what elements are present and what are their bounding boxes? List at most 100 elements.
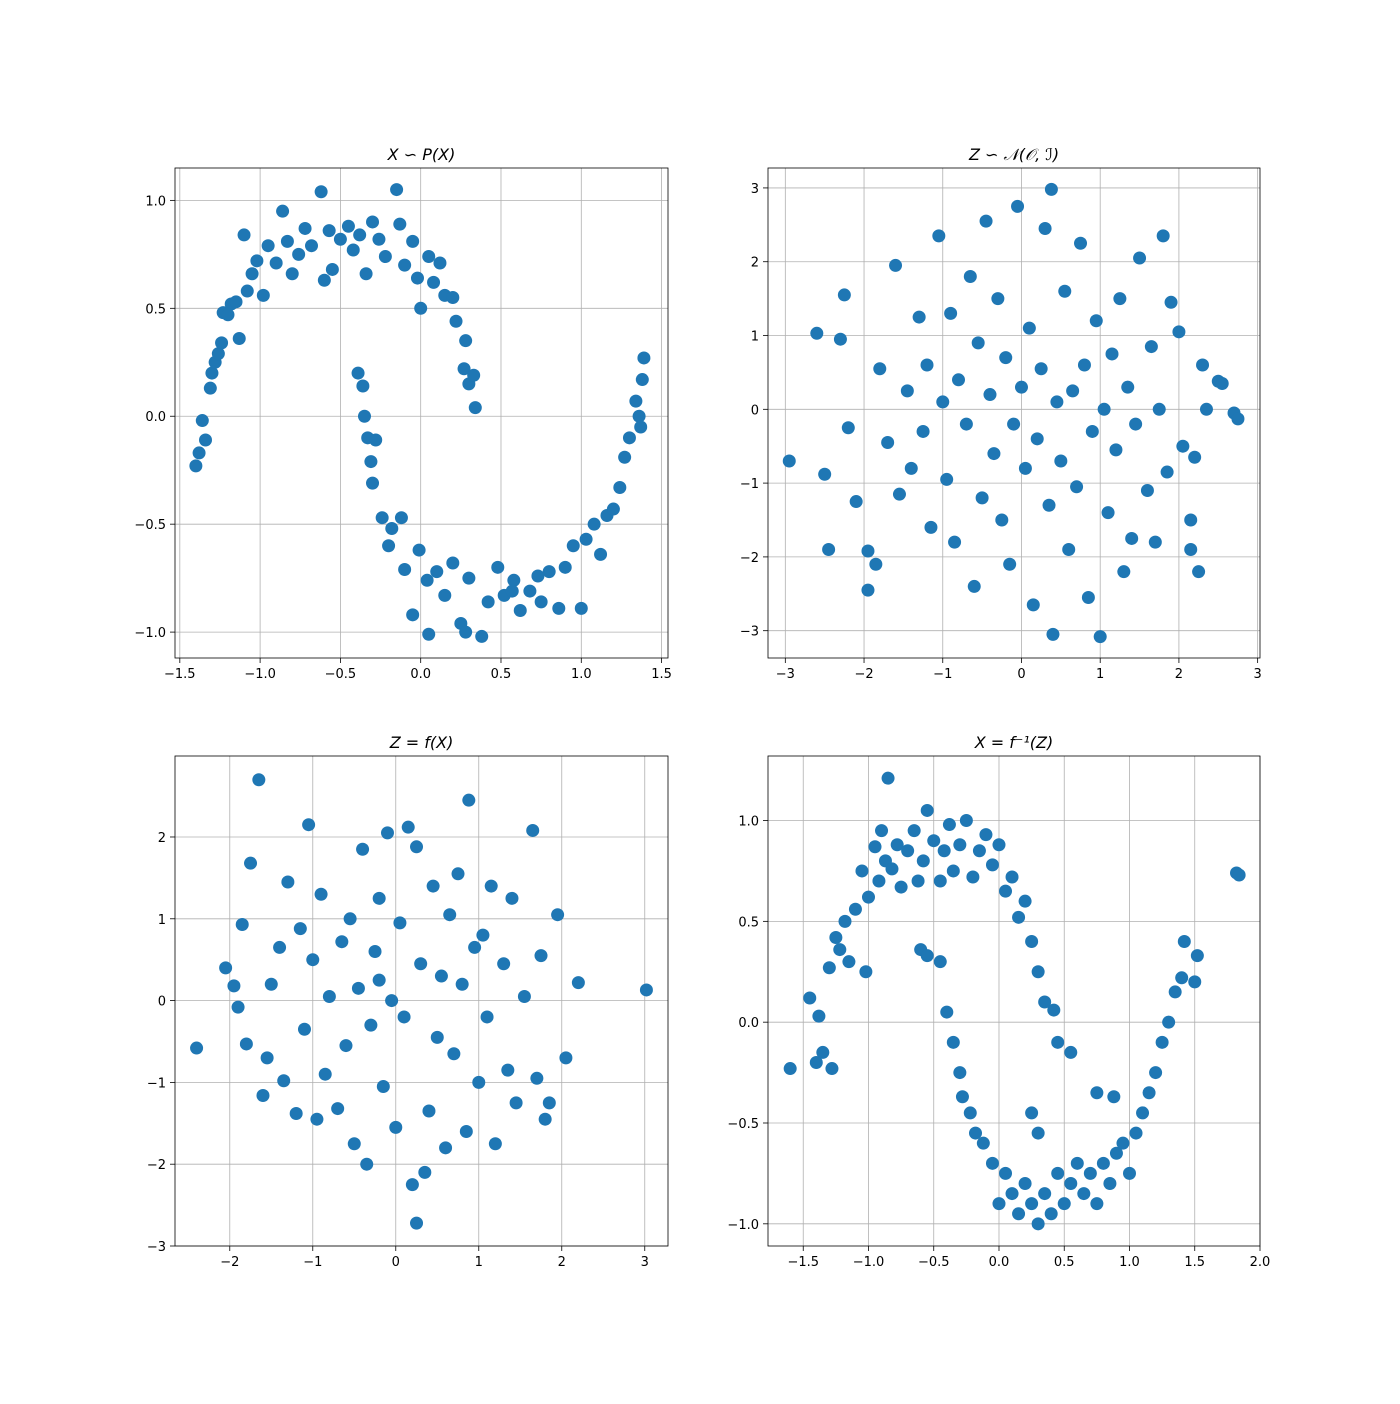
point [1005,1187,1019,1201]
point [940,1005,954,1019]
point [1085,424,1099,438]
point [227,979,241,993]
point [1042,498,1056,512]
point [1012,1207,1026,1221]
point [859,965,873,979]
subplot: −1.5 −1.0 −0.5 0.0 0.5 1.0 1.5 −1.0 −0.5 0.0 0.5 1.… [134,145,671,682]
point [322,224,336,238]
point [1026,598,1040,612]
x-tick-label: 0.5 [1054,1255,1075,1270]
point [289,1106,303,1120]
point [420,573,434,587]
point [999,351,1013,365]
point [579,532,593,546]
y-tick-label: 0.5 [145,302,166,317]
point [1192,565,1206,579]
point [1007,417,1021,431]
x-tick-label: 2 [1175,667,1183,682]
point [534,595,548,609]
point [459,625,473,639]
x-tick-label: 0.0 [989,1255,1010,1270]
point [916,854,930,868]
x-tick-label: 3 [1253,667,1261,682]
point [952,373,966,387]
point [566,539,580,553]
point [1109,443,1123,457]
point [999,884,1013,898]
point [1190,949,1204,963]
point [293,922,307,936]
x-tick-label: −0.5 [918,1255,950,1270]
point [1090,1086,1104,1100]
point [1066,384,1080,398]
point [872,874,886,888]
point [244,856,258,870]
point [517,990,531,1004]
point [385,994,399,1008]
point [812,1009,826,1023]
point [948,535,962,549]
point [841,421,855,435]
point [414,301,428,315]
point [969,1126,983,1140]
point [875,824,889,838]
point [1081,590,1095,604]
point [322,990,336,1004]
point [256,1088,270,1102]
point [1018,1176,1032,1190]
point [955,1090,969,1104]
point [825,1062,839,1076]
point [963,269,977,283]
point [783,1062,797,1076]
point [1155,1035,1169,1049]
point [366,215,380,229]
point [240,284,254,298]
point [1077,1187,1091,1201]
point [966,870,980,884]
point [1176,439,1190,453]
point [1034,362,1048,376]
subplot: −1.5 −1.0 −0.5 0.0 0.5 1.0 1.5 2.0 −1.0 −0.5 0.0 0.… [727,733,1270,1270]
point [245,267,259,281]
point [523,584,537,598]
point [205,366,219,380]
point [530,1071,544,1085]
point [1044,182,1058,196]
point [971,336,985,350]
point [924,520,938,534]
point [632,409,646,423]
point [613,480,627,494]
point [992,838,1006,852]
point [369,433,383,447]
point [1140,483,1154,497]
point [1018,894,1032,908]
point [488,1137,502,1151]
point [455,977,469,991]
point [531,569,545,583]
point [1031,1217,1045,1231]
point [507,573,521,587]
point [1129,1126,1143,1140]
point [426,879,440,893]
point [1162,1015,1176,1029]
point [1101,506,1115,520]
point [269,256,283,270]
point [803,991,817,1005]
point [1164,295,1178,309]
point [1077,358,1091,372]
point [356,379,370,393]
point [427,275,441,289]
point [434,969,448,983]
y-tick-label: −3 [740,625,759,640]
point [484,879,498,893]
x-tick-label: 1.0 [1119,1255,1140,1270]
x-tick-label: 1.0 [571,667,592,682]
x-tick-label: 1 [475,1255,483,1270]
x-tick-label: 0 [1017,667,1025,682]
point [940,472,954,486]
point [912,310,926,324]
point [538,1112,552,1126]
subplot-title: X ∽ P(X) [387,145,456,164]
y-tick-label: 1.0 [738,815,759,830]
point [1047,1003,1061,1017]
